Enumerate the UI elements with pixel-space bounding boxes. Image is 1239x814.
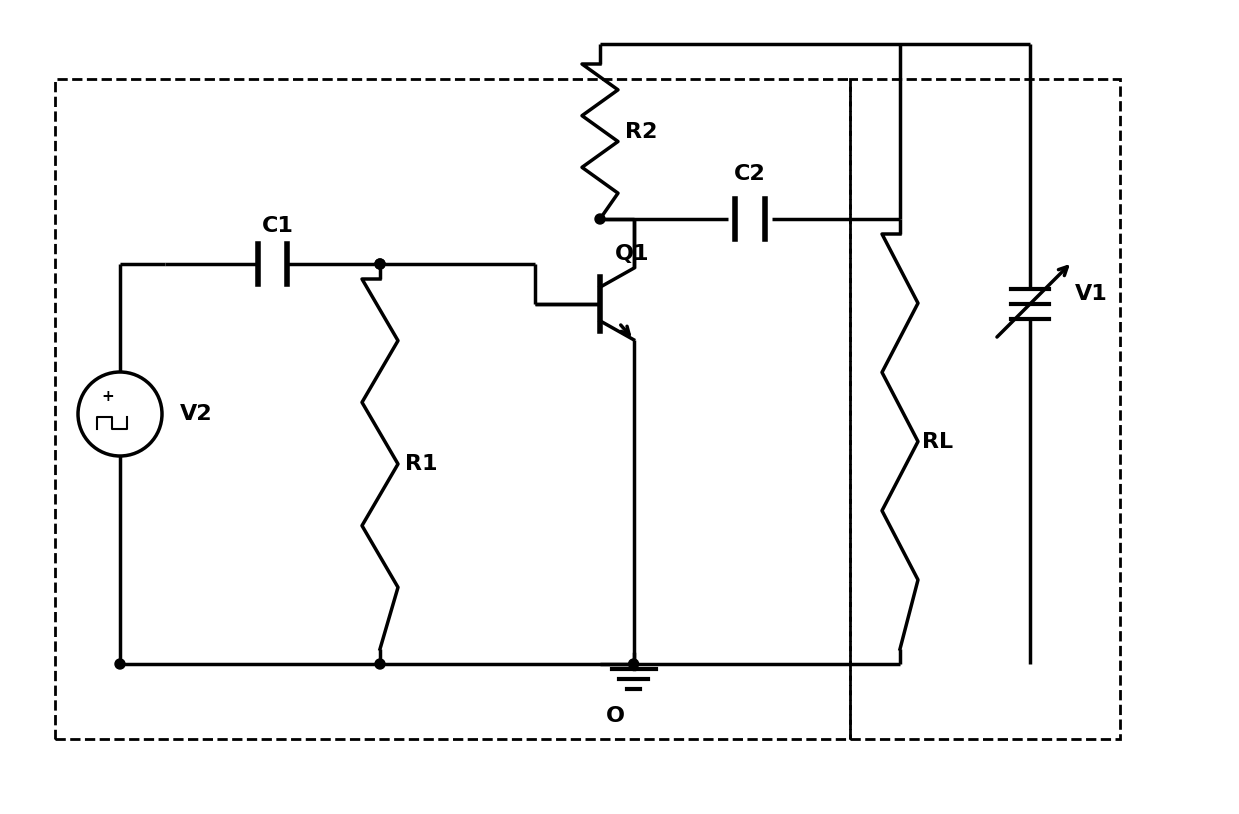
Circle shape [628, 659, 638, 669]
Text: +: + [102, 388, 114, 404]
Circle shape [595, 214, 605, 224]
Circle shape [115, 659, 125, 669]
Text: RL: RL [922, 431, 953, 452]
Circle shape [375, 659, 385, 669]
Text: Q1: Q1 [615, 244, 649, 264]
Text: V1: V1 [1075, 284, 1108, 304]
Text: R1: R1 [405, 454, 437, 474]
Text: C1: C1 [261, 216, 294, 236]
Text: C2: C2 [735, 164, 766, 184]
Circle shape [375, 259, 385, 269]
Circle shape [375, 259, 385, 269]
Text: V2: V2 [180, 404, 213, 424]
Text: R2: R2 [624, 121, 658, 142]
Text: O: O [606, 706, 626, 726]
